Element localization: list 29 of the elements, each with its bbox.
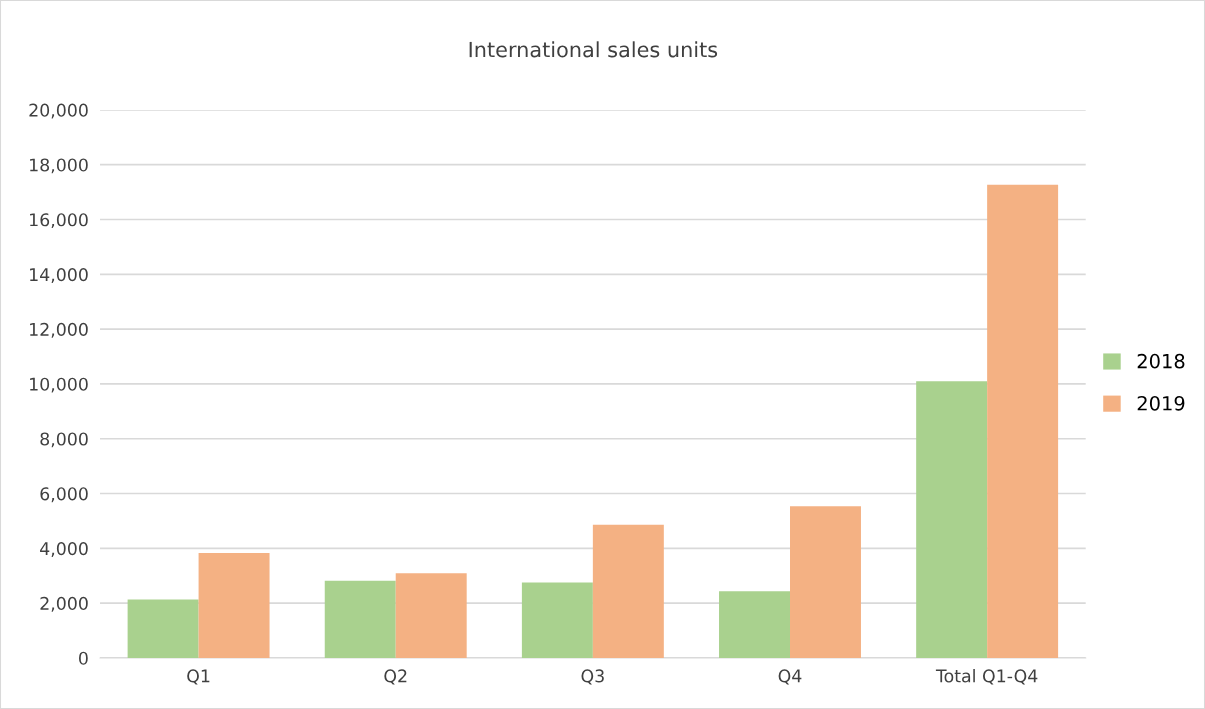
bar <box>521 582 593 658</box>
bar <box>987 184 1059 658</box>
y-tick-label: 0 <box>79 651 88 665</box>
y-tick-label: 12,000 <box>30 322 88 338</box>
bar <box>198 553 270 658</box>
bar <box>324 580 396 658</box>
y-tick-label: 8,000 <box>40 432 88 448</box>
legend-label: 2019 <box>1137 395 1185 411</box>
bar <box>395 573 467 658</box>
bar <box>790 506 861 658</box>
y-tick-label: 20,000 <box>29 103 88 119</box>
bar <box>719 591 790 658</box>
x-tick-label: Q2 <box>384 669 407 685</box>
y-tick-label: 14,000 <box>30 268 88 283</box>
chart-title: International sales units <box>469 41 718 58</box>
y-tick-label: 6,000 <box>40 487 88 503</box>
bar <box>592 524 664 658</box>
y-tick-label: 2,000 <box>40 596 88 612</box>
legend-label: 2018 <box>1137 353 1185 369</box>
bar <box>916 381 988 658</box>
x-tick-label: Total Q1-Q4 <box>935 669 1038 685</box>
y-tick-label: 16,000 <box>30 213 88 229</box>
y-tick-label: 18,000 <box>30 158 88 174</box>
x-tick-label: Q4 <box>778 669 802 685</box>
y-tick-label: 4,000 <box>40 542 88 557</box>
y-tick-label: 10,000 <box>30 377 88 393</box>
x-tick-label: Q3 <box>581 669 604 685</box>
x-tick-label: Q1 <box>187 669 210 685</box>
bar <box>127 599 199 658</box>
